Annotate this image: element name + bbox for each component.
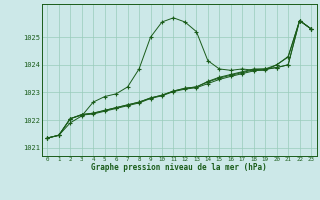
X-axis label: Graphe pression niveau de la mer (hPa): Graphe pression niveau de la mer (hPa) [91, 164, 267, 172]
